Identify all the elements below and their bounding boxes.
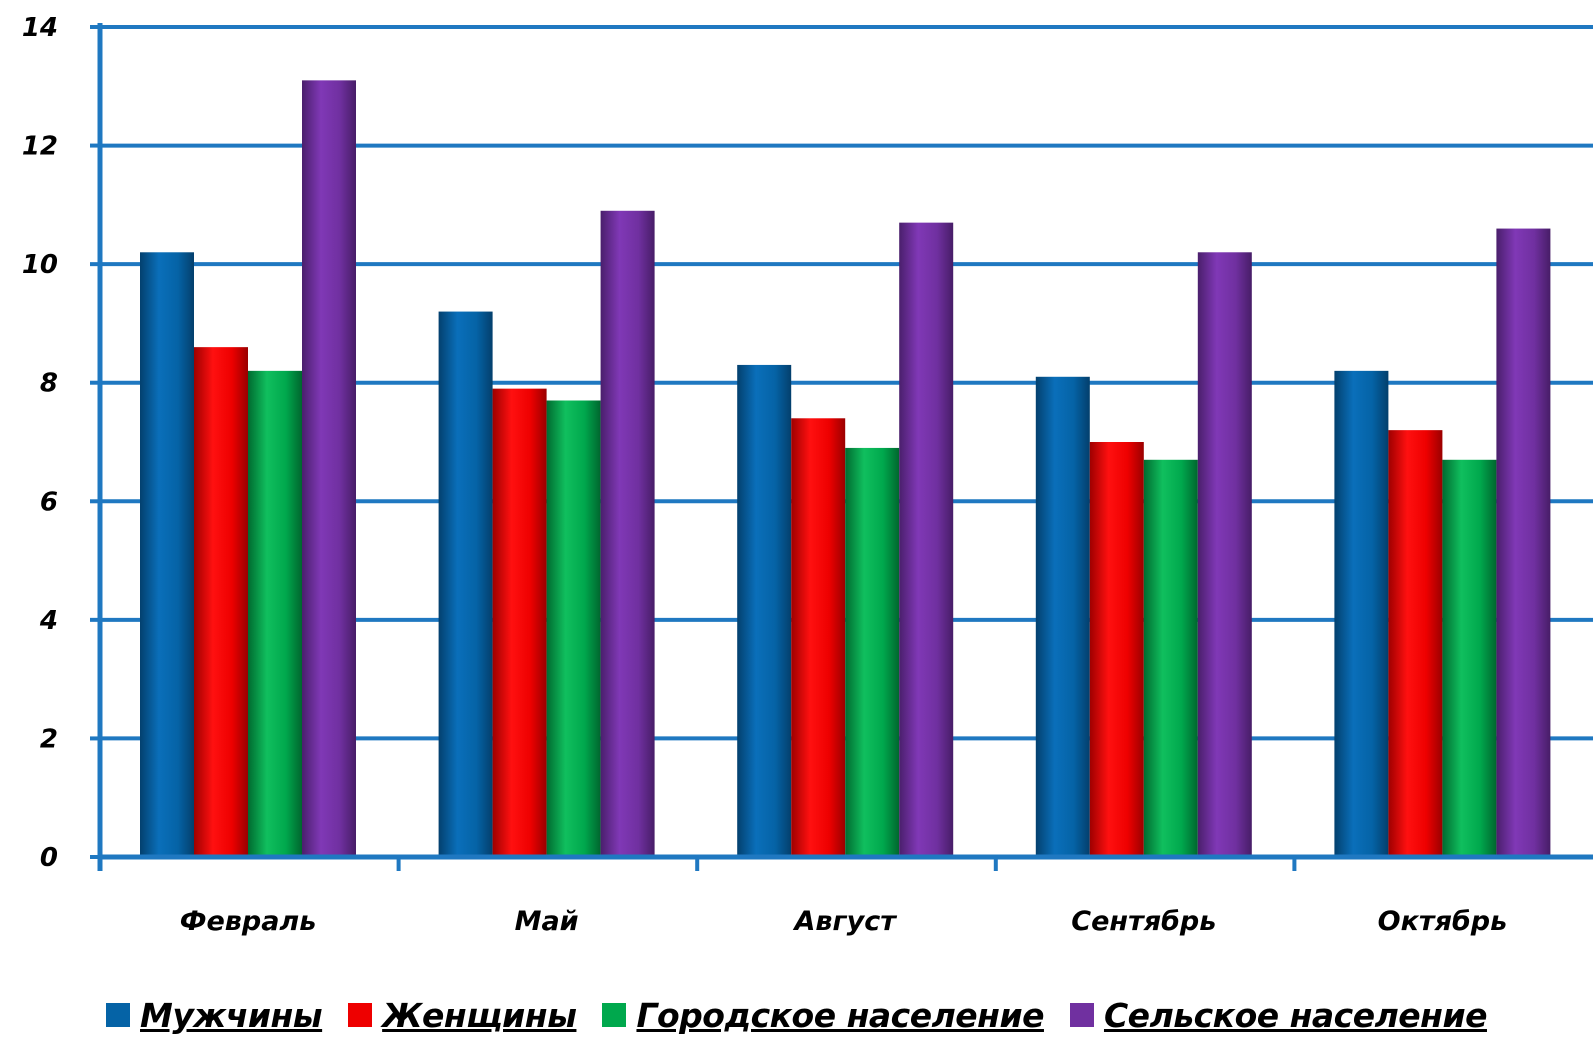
- legend-swatch: [348, 1003, 373, 1027]
- x-tick-label: Сентябрь: [1071, 906, 1216, 937]
- bar-2-Май: [492, 388, 547, 857]
- y-tick-label: 4: [39, 606, 58, 636]
- legend-swatch: [602, 1003, 627, 1027]
- legend-label: Сельское население: [1103, 995, 1488, 1035]
- bar-3-Февраль: [248, 370, 302, 857]
- bar-1-Октябрь: [1334, 370, 1389, 857]
- axis-labels: 0 2 4 6 8 10 12 14 Февраль Май Август Сентябрь Октяб…: [22, 13, 1507, 937]
- x-tick-label: Октябрь: [1378, 906, 1508, 937]
- bar-4-Февраль: [302, 80, 356, 858]
- bar-2-Сентябрь: [1089, 442, 1144, 857]
- bar-1-Август: [737, 364, 792, 857]
- x-tick-label: Май: [515, 906, 579, 937]
- y-tick-label: 0: [40, 843, 58, 873]
- bar-3-Октябрь: [1442, 459, 1497, 857]
- bar-1-Февраль: [140, 252, 194, 858]
- y-tick-label: 8: [40, 369, 58, 399]
- legend-label: Городское население: [636, 995, 1044, 1035]
- bar-2-Август: [791, 418, 846, 857]
- x-tick-label: Август: [793, 906, 898, 937]
- bar-3-Сентябрь: [1143, 459, 1198, 857]
- legend-label: Мужчины: [140, 995, 323, 1035]
- legend: Мужчины Женщины Городское население Сельско…: [0, 990, 1593, 1040]
- legend-item: Сельское население: [1069, 995, 1488, 1035]
- y-tick-label: 10: [22, 250, 58, 280]
- y-tick-label: 6: [40, 487, 58, 517]
- bar-1-Май: [438, 311, 493, 858]
- legend-item: Мужчины: [106, 995, 323, 1035]
- bar-4-Сентябрь: [1197, 252, 1252, 858]
- bar-1-Сентябрь: [1035, 376, 1090, 857]
- y-tick-label: 14: [22, 13, 58, 43]
- bar-4-Октябрь: [1496, 228, 1551, 858]
- bar-4-Май: [600, 210, 655, 858]
- bar-4-Август: [899, 222, 954, 858]
- bar-3-Май: [546, 400, 601, 857]
- axes: [90, 23, 1593, 871]
- y-tick-label: 2: [40, 724, 58, 754]
- bar-3-Август: [845, 447, 900, 857]
- legend-item: Женщины: [348, 995, 577, 1035]
- y-tick-label: 12: [22, 132, 58, 162]
- bar-2-Октябрь: [1388, 430, 1443, 857]
- legend-swatch: [106, 1003, 131, 1027]
- legend-item: Городское население: [602, 996, 1044, 1035]
- bars: [140, 80, 1551, 858]
- legend-label: Женщины: [382, 995, 577, 1035]
- legend-swatch: [1069, 1003, 1094, 1027]
- x-tick-label: Февраль: [180, 906, 317, 937]
- bar-2-Февраль: [194, 347, 248, 857]
